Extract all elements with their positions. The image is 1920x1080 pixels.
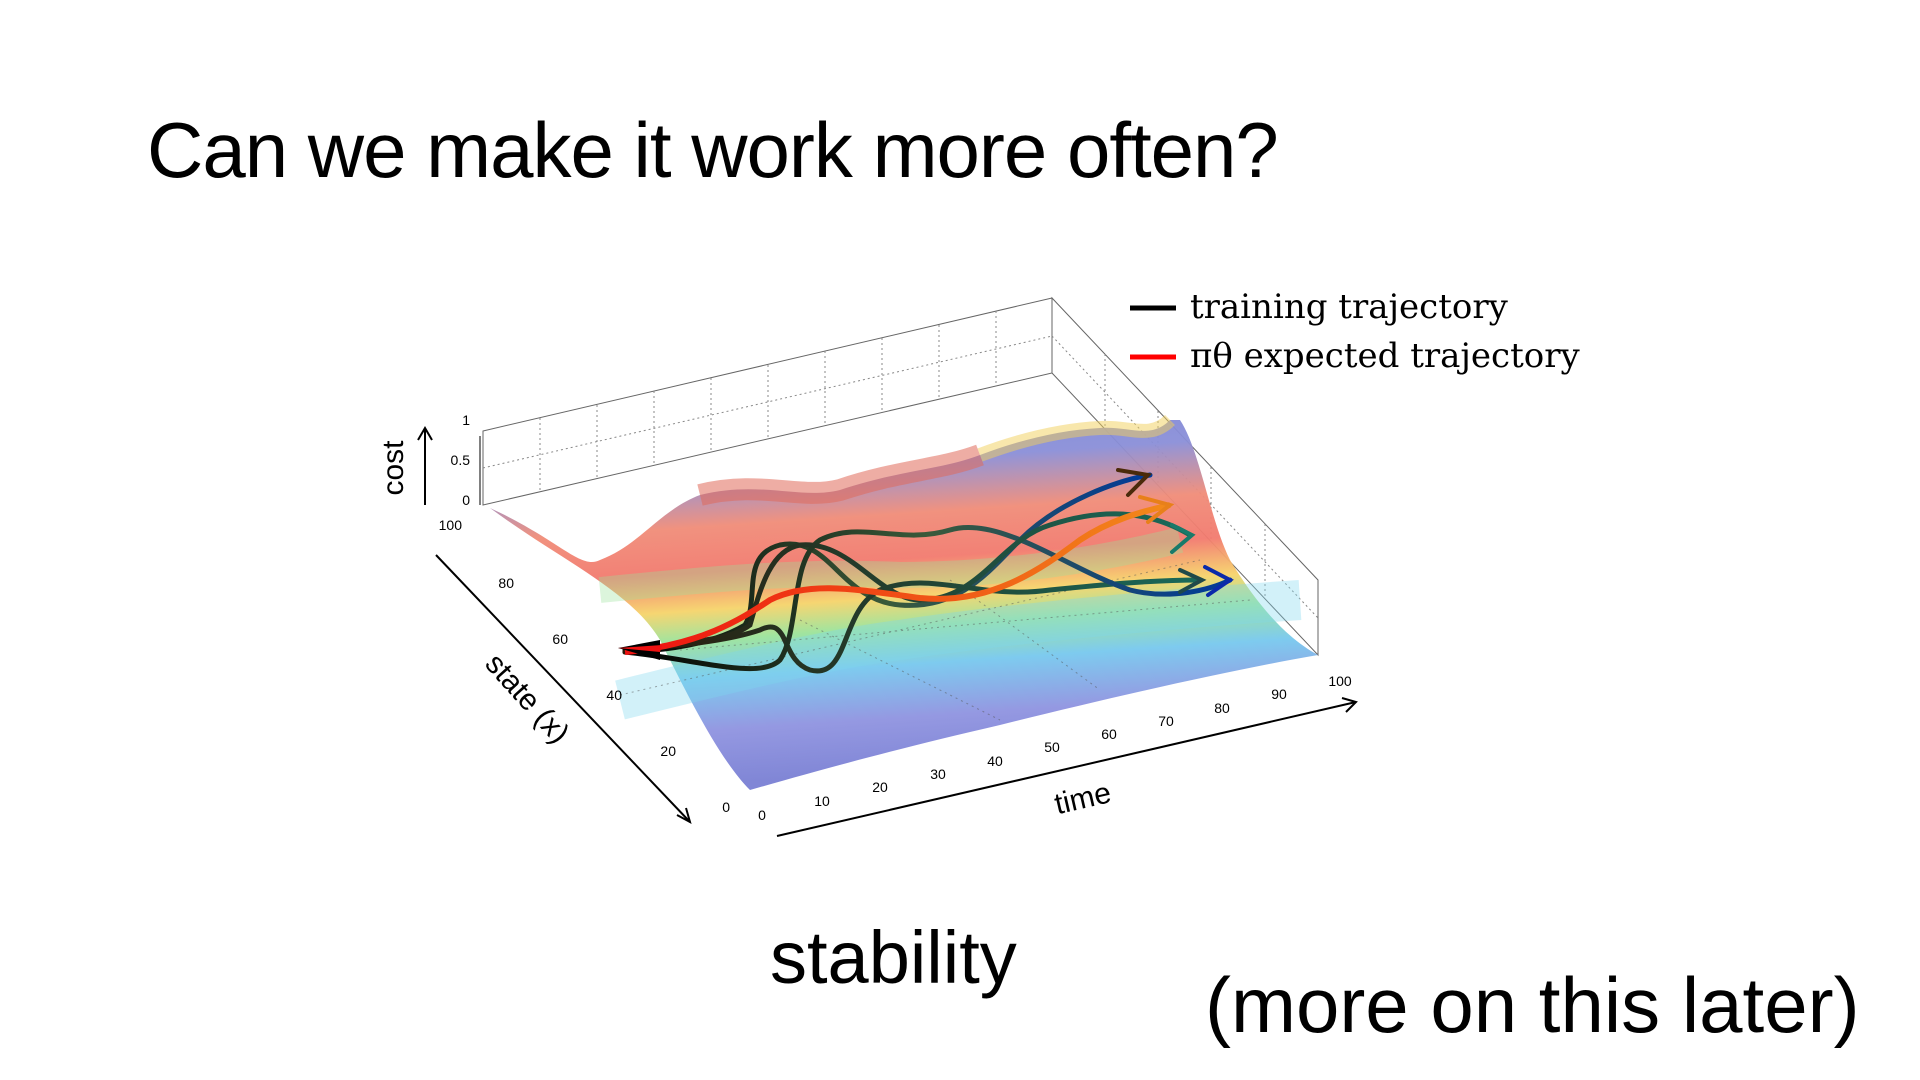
cost-tick-1: 0.5 <box>451 452 471 468</box>
state-tick-0: 0 <box>722 799 730 815</box>
cost-axis: 0 0.5 1 cost <box>377 412 481 508</box>
state-axis-label: state (x) <box>479 647 576 750</box>
time-tick-4: 40 <box>987 753 1003 769</box>
state-tick-2: 40 <box>606 687 622 703</box>
time-tick-0: 0 <box>758 807 766 823</box>
state-tick-1: 20 <box>660 743 676 759</box>
time-tick-6: 60 <box>1101 726 1117 742</box>
time-axis-label: time <box>1052 776 1115 821</box>
state-tick-3: 60 <box>552 631 568 647</box>
time-tick-8: 80 <box>1214 700 1230 716</box>
time-tick-7: 70 <box>1158 713 1174 729</box>
time-tick-1: 10 <box>814 793 830 809</box>
expected-trajectory <box>624 502 1171 655</box>
trajectory-arrowheads <box>1116 468 1234 597</box>
time-tick-3: 30 <box>930 766 946 782</box>
cost-axis-label: cost <box>377 440 410 496</box>
caption-more-later: (more on this later) <box>1205 961 1860 1049</box>
training-trajectories <box>622 472 1233 674</box>
floor-grid <box>619 559 1251 721</box>
state-tick-5: 100 <box>439 517 463 533</box>
time-tick-10: 100 <box>1328 673 1352 689</box>
cost-tick-0: 0 <box>462 492 470 508</box>
state-tick-4: 80 <box>498 575 514 591</box>
time-tick-5: 50 <box>1044 739 1060 755</box>
legend-label-training: training trajectory <box>1190 287 1509 327</box>
time-tick-2: 20 <box>872 779 888 795</box>
figure-legend: training trajectory πθ expected trajecto… <box>1130 287 1580 376</box>
time-tick-9: 90 <box>1271 686 1287 702</box>
legend-label-expected: πθ expected trajectory <box>1190 336 1580 376</box>
caption-stability: stability <box>770 916 1017 999</box>
slide-title: Can we make it work more often? <box>147 106 1279 194</box>
cost-tick-2: 1 <box>462 412 470 428</box>
